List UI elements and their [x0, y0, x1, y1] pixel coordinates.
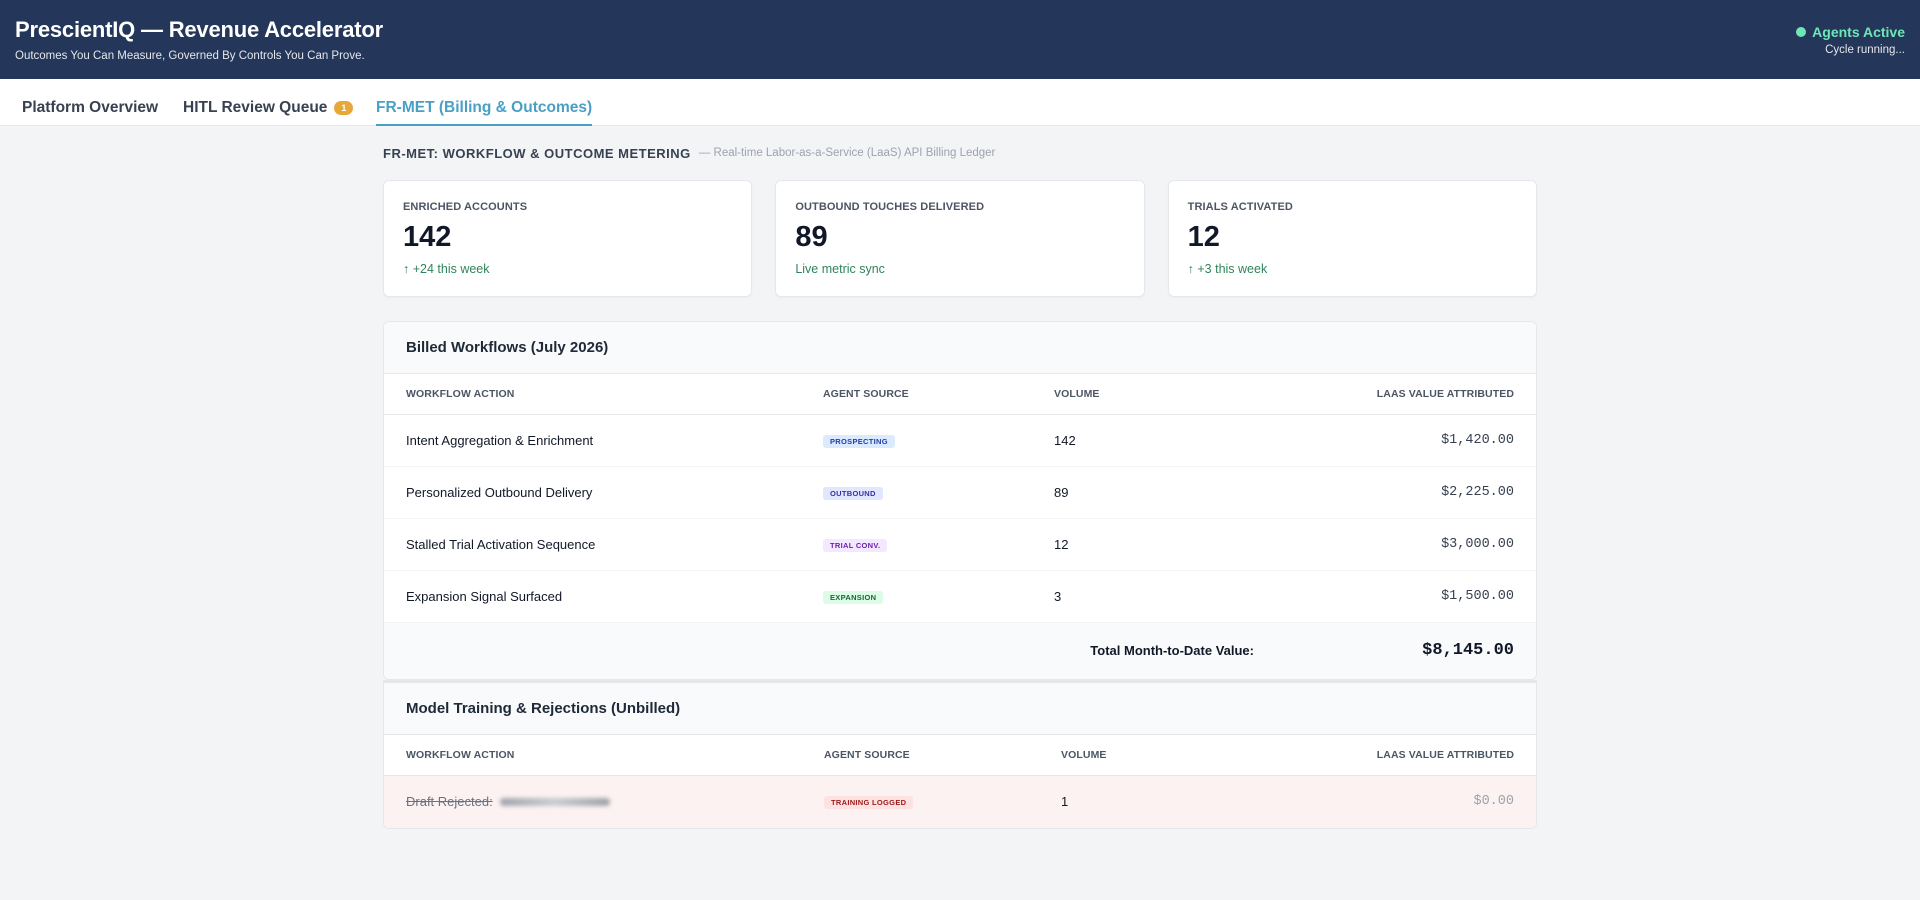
laas-value: $0.00 [1261, 775, 1536, 828]
app-title: PrescientIQ — Revenue Accelerator [15, 17, 383, 42]
status-label: Agents Active [1812, 24, 1905, 40]
column-header: Volume [1061, 735, 1261, 776]
table-header-row: Workflow Action Agent Source Volume LaaS… [384, 735, 1536, 776]
laas-value: $1,500.00 [1254, 570, 1536, 623]
agent-source-badge: PROSPECTING [823, 435, 895, 448]
card-label: Outbound Touches Delivered [795, 201, 985, 213]
card-label: Trials Activated [1187, 201, 1293, 213]
column-header: Agent Source [823, 374, 1054, 415]
billed-workflows-panel: Billed Workflows (July 2026) Workflow Ac… [383, 321, 1537, 680]
volume: 142 [1054, 414, 1254, 467]
tab-hitl-review-queue[interactable]: HITL Review Queue 1 [183, 96, 354, 120]
column-header: LaaS Value Attributed [1254, 374, 1536, 415]
workflow-action: Personalized Outbound Delivery [384, 466, 823, 519]
tab-label: HITL Review Queue [183, 99, 328, 116]
main-content: FR-MET: WORKFLOW & OUTCOME METERING — Re… [383, 126, 1537, 829]
volume: 12 [1054, 518, 1254, 571]
panel-title: Model Training & Rejections (Unbilled) [384, 683, 1536, 735]
agent-source-badge: TRAINING LOGGED [824, 796, 914, 809]
card-label: Enriched Accounts [403, 201, 528, 213]
card-value: 12 [1187, 221, 1220, 253]
panel-title: Billed Workflows (July 2026) [384, 322, 1536, 374]
workflow-action: Intent Aggregation & Enrichment [384, 414, 823, 467]
section-description: — Real-time Labor-as-a-Service (LaaS) AP… [698, 147, 996, 159]
tab-label: FR-MET (Billing & Outcomes) [376, 99, 593, 116]
status-dot-icon [1796, 27, 1807, 37]
agent-source-badge: EXPANSION [823, 591, 884, 604]
metric-cards: Enriched Accounts 142 ↑ +24 this week Ou… [383, 180, 1537, 297]
billed-workflows-table: Workflow Action Agent Source Volume LaaS… [384, 374, 1536, 679]
status-sub: Cycle running... [1825, 44, 1905, 56]
table-row: Expansion Signal Surfaced EXPANSION 3 $1… [384, 570, 1536, 623]
app-subtitle: Outcomes You Can Measure, Governed By Co… [15, 50, 365, 62]
metric-card-enriched-accounts: Enriched Accounts 142 ↑ +24 this week [383, 180, 753, 297]
total-row: Total Month-to-Date Value: $8,145.00 [384, 622, 1536, 679]
workflow-action: Draft Rejected: [406, 793, 493, 809]
card-value: 142 [403, 221, 452, 253]
tab-fr-met-billing[interactable]: FR-MET (Billing & Outcomes) [376, 96, 593, 126]
column-header: Volume [1054, 374, 1254, 415]
top-header: PrescientIQ — Revenue Accelerator Outcom… [0, 0, 1920, 79]
section-title: FR-MET: WORKFLOW & OUTCOME METERING [383, 145, 691, 161]
agent-source-badge: TRIAL CONV. [823, 539, 888, 552]
column-header: LaaS Value Attributed [1261, 735, 1536, 776]
laas-value: $3,000.00 [1254, 518, 1536, 571]
volume: 3 [1054, 570, 1254, 623]
laas-value: $1,420.00 [1254, 414, 1536, 467]
laas-value: $2,225.00 [1254, 466, 1536, 519]
card-trend: ↑ +3 this week [1187, 262, 1268, 276]
agent-status: Agents Active Cycle running... [1796, 24, 1905, 56]
volume: 1 [1061, 775, 1261, 828]
workflow-action: Expansion Signal Surfaced [384, 570, 823, 623]
unbilled-table: Workflow Action Agent Source Volume LaaS… [384, 735, 1536, 828]
table-row: Stalled Trial Activation Sequence TRIAL … [384, 518, 1536, 571]
tab-platform-overview[interactable]: Platform Overview [22, 96, 158, 120]
card-value: 89 [795, 221, 828, 253]
total-value: $8,145.00 [1254, 622, 1536, 679]
table-header-row: Workflow Action Agent Source Volume LaaS… [384, 374, 1536, 415]
total-label: Total Month-to-Date Value: [384, 622, 1254, 679]
redacted-name [500, 798, 611, 807]
queue-count-badge: 1 [334, 101, 354, 115]
section-header: FR-MET: WORKFLOW & OUTCOME METERING — Re… [383, 126, 1537, 180]
card-trend: ↑ +24 this week [403, 262, 490, 276]
unbilled-panel: Model Training & Rejections (Unbilled) W… [383, 680, 1537, 829]
workflow-action: Stalled Trial Activation Sequence [384, 518, 823, 571]
volume: 89 [1054, 466, 1254, 519]
table-row: Personalized Outbound Delivery OUTBOUND … [384, 466, 1536, 519]
column-header: Workflow Action [384, 374, 823, 415]
column-header: Workflow Action [384, 735, 824, 776]
agent-source-badge: OUTBOUND [823, 487, 883, 500]
table-row: Draft Rejected: TRAINING LOGGED 1 $0.00 [384, 775, 1536, 828]
tab-bar: Platform Overview HITL Review Queue 1 FR… [0, 79, 1920, 126]
tab-label: Platform Overview [22, 99, 159, 116]
metric-card-trials-activated: Trials Activated 12 ↑ +3 this week [1167, 180, 1537, 297]
metric-card-outbound-touches: Outbound Touches Delivered 89 Live metri… [775, 180, 1145, 297]
table-row: Intent Aggregation & Enrichment PROSPECT… [384, 414, 1536, 467]
card-trend: Live metric sync [795, 262, 885, 276]
column-header: Agent Source [824, 735, 1061, 776]
